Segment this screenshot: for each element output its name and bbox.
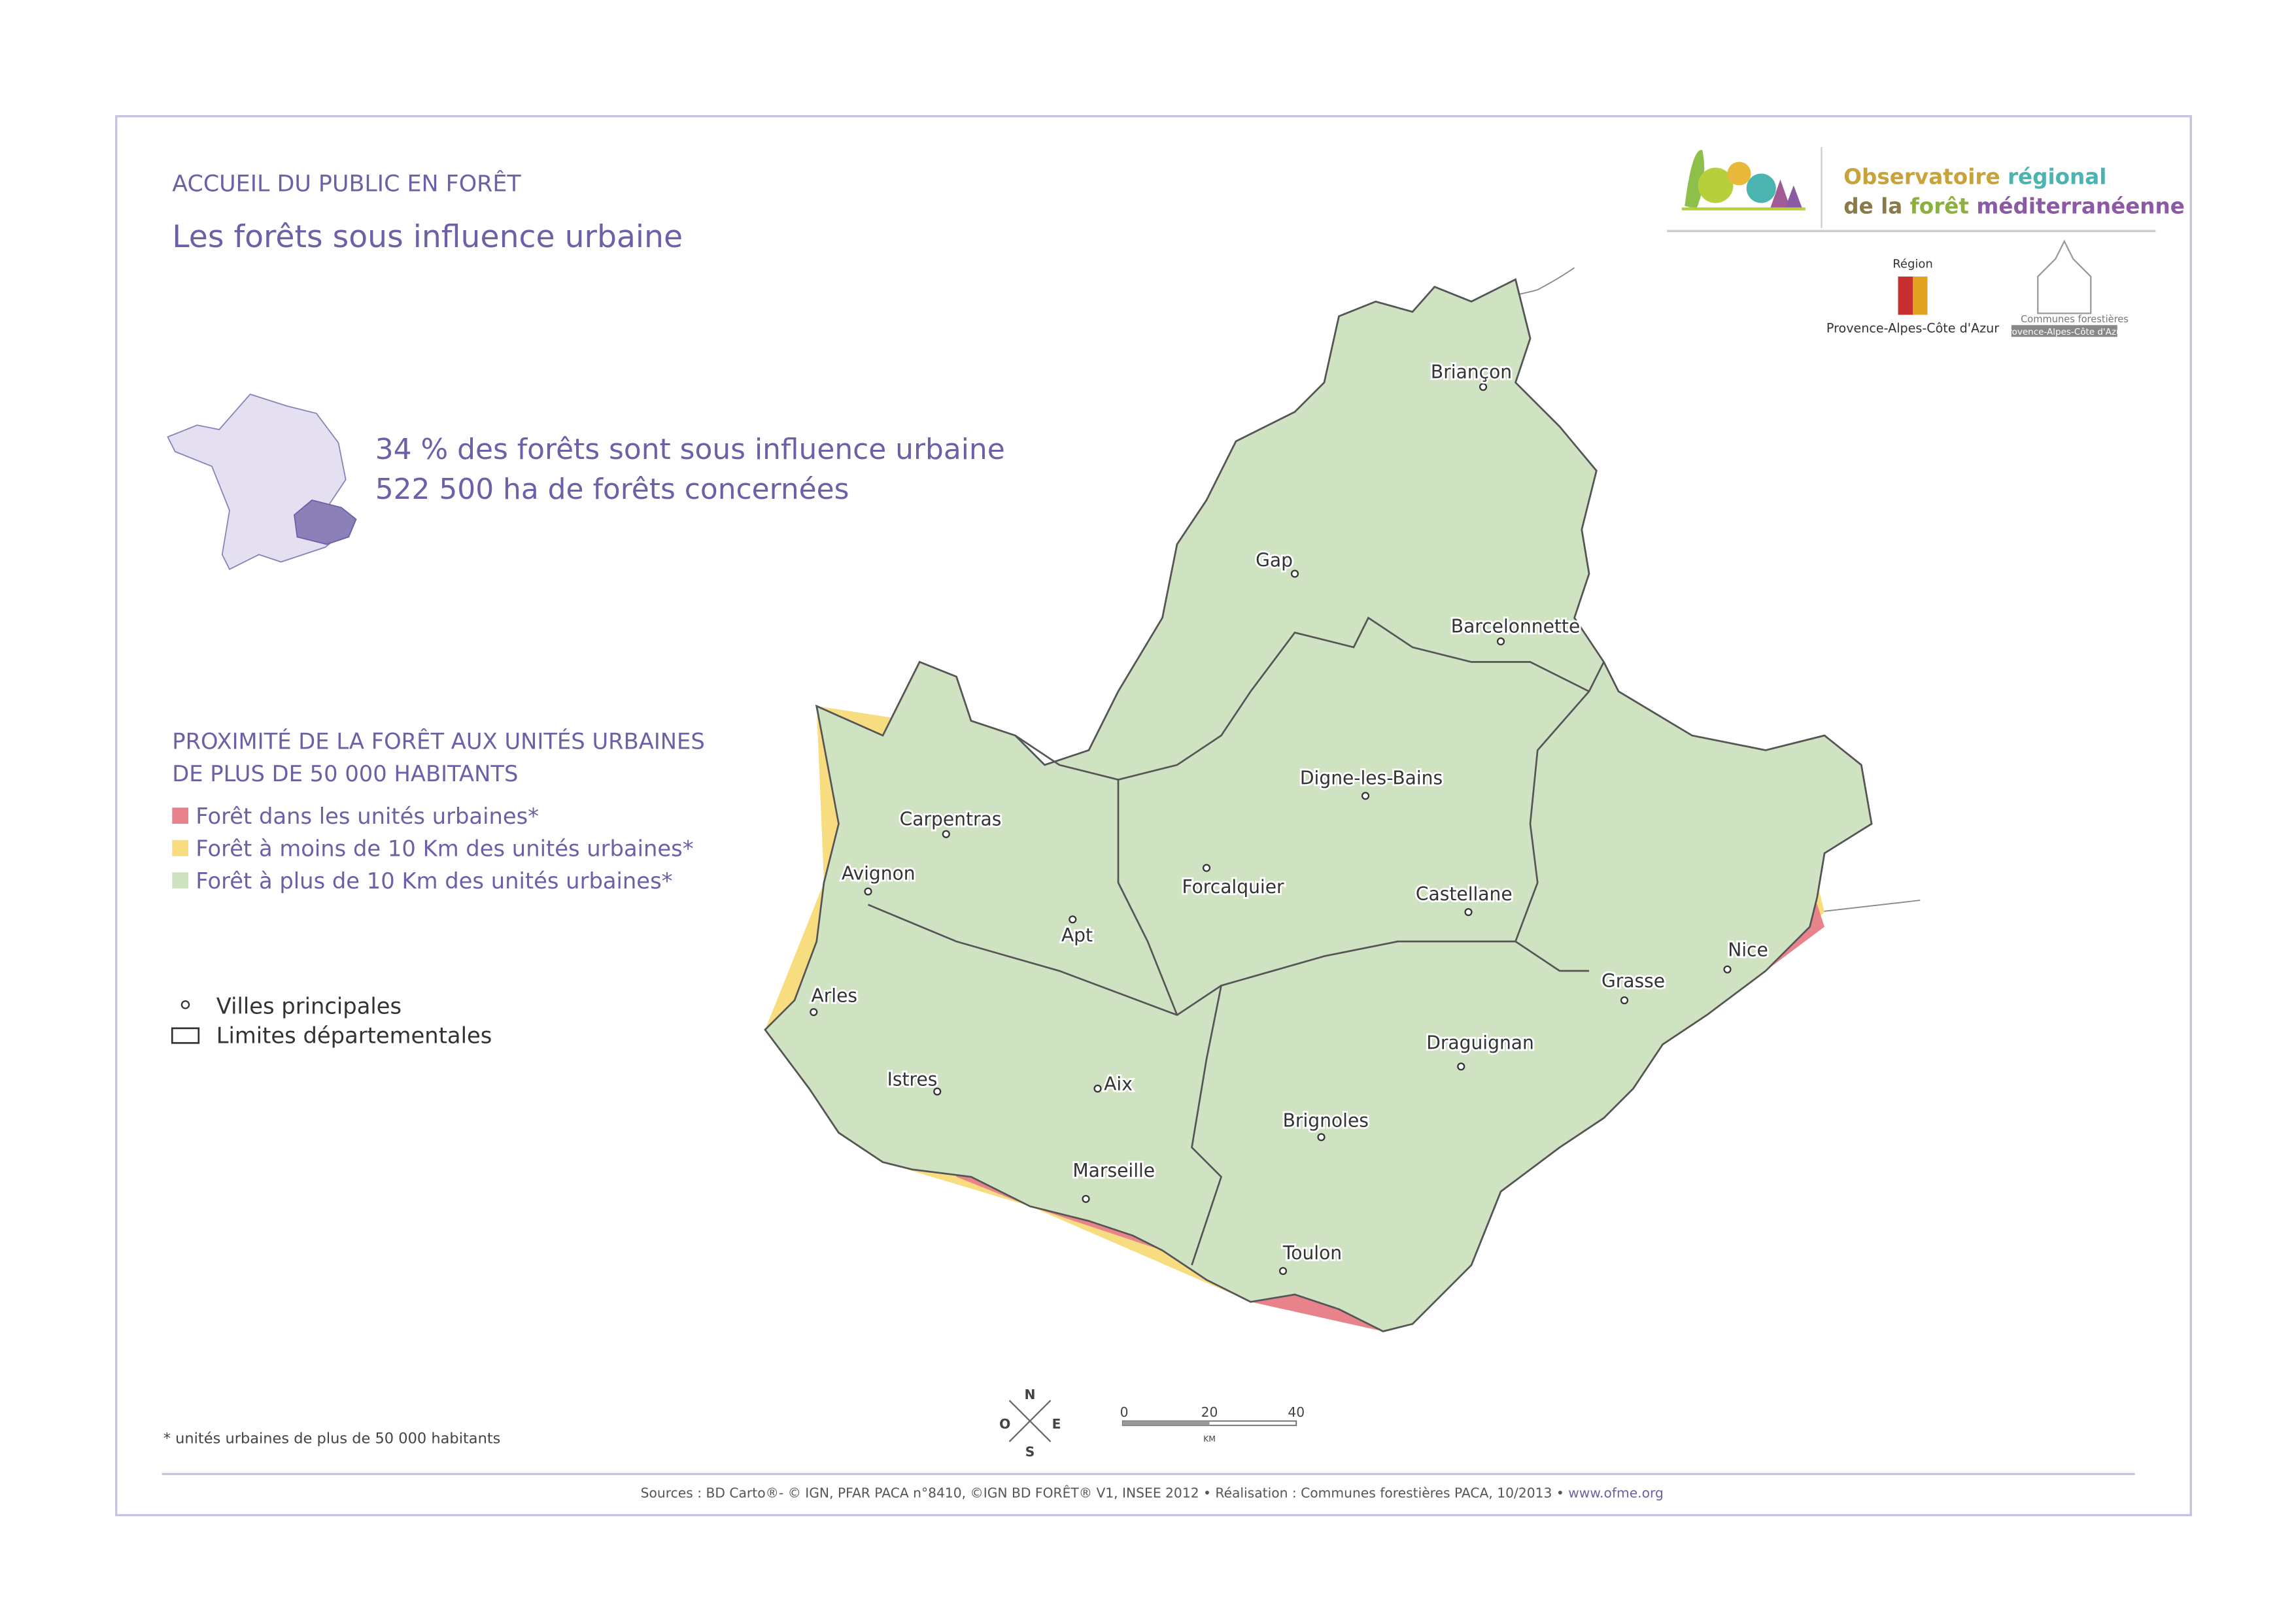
city-dot — [942, 830, 950, 838]
city-label: Brignoles — [1283, 1110, 1369, 1132]
city-label: Aix — [1104, 1073, 1133, 1094]
logo-line-2: de la forêt méditerranéenne — [1843, 194, 2185, 218]
partners: Région Provence-Alpes-Côte d'Azur Commun… — [1826, 239, 2129, 337]
legend-item: Forêt à moins de 10 Km des unités urbain… — [196, 836, 693, 862]
stat-share: 34 % des forêts sont sous influence urba… — [375, 433, 1005, 466]
text-part: Observatoire — [1843, 164, 2000, 189]
legend-dot — [180, 1000, 190, 1009]
city-label: Apt — [1061, 924, 1093, 946]
region-bottom: Provence-Alpes-Côte d'Azur — [1826, 321, 1999, 336]
city-dot — [1202, 864, 1211, 872]
city-dot — [1082, 1194, 1090, 1203]
scale-tick: 0 — [1120, 1404, 1129, 1420]
region-map — [764, 267, 1921, 1332]
legend-item: Forêt dans les unités urbaines* — [196, 804, 539, 829]
logo-line-1: Observatoire régional — [1843, 164, 2106, 189]
city-dot — [933, 1087, 942, 1096]
city-dot — [1361, 792, 1370, 800]
communes-emblem — [2037, 239, 2092, 314]
dept-boundary — [867, 661, 1605, 1017]
compass-s: S — [1025, 1444, 1035, 1460]
city-label: Istres — [887, 1069, 938, 1091]
communes-top: Communes forestières — [2021, 314, 2129, 325]
city-label: Barcelonnette — [1451, 616, 1580, 637]
dept-boundary — [1191, 985, 1223, 1266]
legend-item: Forêt à plus de 10 Km des unités urbaine… — [196, 868, 672, 894]
city-label: Forcalquier — [1182, 876, 1284, 898]
legend-swatch — [172, 807, 189, 824]
city-label: Castellane — [1416, 883, 1513, 905]
city-dot — [864, 887, 872, 896]
legend-swatch — [172, 839, 189, 856]
legend-swatch — [172, 872, 189, 889]
city-dot — [1278, 1266, 1288, 1276]
cities: Briançon Gap Barcelonnette Digne-les-Bai… — [810, 359, 1770, 1276]
compass-o: O — [999, 1416, 1010, 1432]
kicker: ACCUEIL DU PUBLIC EN FORÊT — [172, 170, 521, 197]
city-label: Arles — [811, 985, 857, 1006]
city-label: Gap — [1256, 549, 1293, 571]
city-label: Carpentras — [900, 808, 1002, 830]
city-label: Grasse — [1601, 970, 1665, 992]
legend-title: DE PLUS DE 50 000 HABITANTS — [172, 761, 518, 787]
footnote: * unités urbaines de plus de 50 000 habi… — [163, 1430, 501, 1447]
city-label: Avignon — [842, 863, 916, 885]
city-dot — [1317, 1133, 1326, 1142]
city-label: Toulon — [1282, 1242, 1342, 1264]
text-part: méditerranéenne — [1976, 194, 2184, 218]
compass-n: N — [1025, 1387, 1036, 1402]
sources: Sources : BD Carto®- © IGN, PFAR PACA n°… — [641, 1485, 1664, 1501]
city-label: Draguignan — [1426, 1032, 1534, 1053]
legend-symbol: Villes principales — [216, 993, 402, 1019]
scale-bar: 0 20 40 KM — [1120, 1404, 1305, 1444]
city-dot — [1290, 569, 1299, 578]
city-dot — [1069, 915, 1077, 924]
text-part: de la — [1843, 194, 1902, 218]
city-dot — [1457, 1062, 1465, 1071]
legend-title: PROXIMITÉ DE LA FORÊT AUX UNITÉS URBAINE… — [172, 728, 705, 754]
text-part: forêt — [1910, 194, 1969, 218]
city-label: Briançon — [1431, 361, 1512, 382]
communes-bottom: Provence-Alpes-Côte d'Azur — [2003, 327, 2125, 337]
compass-e: E — [1052, 1416, 1061, 1432]
city-dot — [1093, 1084, 1102, 1093]
legend-boundary — [171, 1027, 200, 1044]
city-dot — [1464, 907, 1473, 917]
stat-area: 522 500 ha de forêts concernées — [375, 473, 849, 506]
scale-tick: 40 — [1288, 1404, 1305, 1420]
text-part: Sources : BD Carto®- © IGN, PFAR PACA n°… — [641, 1485, 1569, 1501]
dept-boundary — [1014, 734, 1178, 1016]
region-top: Région — [1892, 258, 1933, 271]
city-dot — [1723, 965, 1732, 973]
text-part: www.ofme.org — [1568, 1485, 1664, 1501]
city-label: Marseille — [1072, 1160, 1155, 1181]
compass: N E S O — [999, 1387, 1061, 1460]
scale-tick: 20 — [1201, 1404, 1218, 1420]
city-dot — [810, 1007, 818, 1017]
scale-unit: KM — [1203, 1434, 1216, 1444]
city-label: Nice — [1728, 939, 1768, 961]
city-dot — [1620, 996, 1629, 1005]
dept-boundary — [1515, 940, 1590, 972]
legend-symbol: Limites départementales — [216, 1023, 492, 1048]
city-label: Digne-les-Bains — [1300, 767, 1443, 788]
text-part: régional — [2008, 164, 2107, 189]
france-locator — [167, 393, 357, 570]
logo: Observatoire régional de la forêt médite… — [1667, 147, 2185, 232]
dept-boundary — [1118, 617, 1590, 781]
city-dot — [1479, 382, 1488, 391]
legend: PROXIMITÉ DE LA FORÊT AUX UNITÉS URBAINE… — [171, 728, 705, 1048]
title: Les forêts sous influence urbaine — [172, 219, 683, 255]
city-dot — [1496, 637, 1505, 646]
